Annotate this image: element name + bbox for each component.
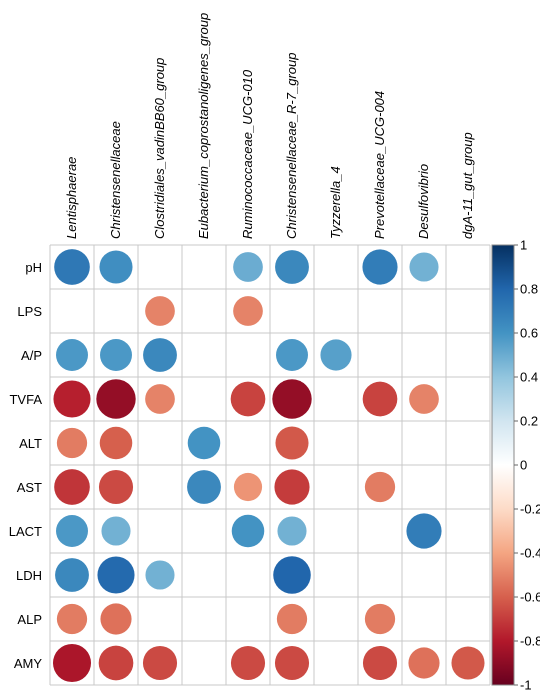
correlation-circle	[233, 296, 263, 326]
colorbar-tick-label: 0.8	[520, 282, 538, 297]
correlation-circle	[362, 249, 398, 285]
correlation-circle	[364, 471, 396, 503]
correlation-circle	[145, 296, 175, 326]
correlation-circle	[362, 381, 398, 417]
colorbar-tick-label: -0.4	[520, 546, 540, 561]
circles	[52, 249, 485, 683]
correlation-circle	[98, 645, 134, 681]
column-label: Desulfovibrio	[416, 164, 431, 239]
row-label: AMY	[14, 656, 43, 671]
colorbar-tick-label: 0.2	[520, 414, 538, 429]
correlation-circle	[99, 250, 133, 284]
correlation-circle	[230, 645, 266, 681]
colorbar-tick-label: -1	[520, 678, 532, 691]
correlation-circle	[274, 645, 310, 681]
correlation-circle	[230, 381, 266, 417]
correlation-circle	[96, 379, 136, 419]
correlation-circle	[451, 646, 485, 680]
row-label: LDH	[16, 568, 42, 583]
grid	[49, 244, 491, 686]
row-label: TVFA	[9, 392, 42, 407]
colorbar-tick-label: -0.2	[520, 502, 540, 517]
correlation-circle	[143, 338, 177, 372]
correlation-circle	[101, 516, 131, 546]
column-label: Tyzzerella_4	[328, 166, 343, 239]
correlation-circle	[97, 556, 135, 594]
colorbar-tick-label: 0.4	[520, 370, 538, 385]
column-label: Christensenellaceae_R-7_group	[284, 53, 299, 239]
correlation-circle	[272, 379, 312, 419]
correlation-circle	[231, 514, 265, 548]
column-label: dgA-11_gut_group	[460, 132, 475, 239]
correlation-circle	[54, 249, 90, 285]
column-label: Eubacterium_coprostanoligenes_group	[196, 13, 211, 239]
colorbar-tick-label: 1	[520, 238, 527, 253]
correlation-circle	[187, 426, 221, 460]
correlation-circle	[273, 556, 311, 594]
row-label: pH	[25, 260, 42, 275]
column-label: Prevotellaceae_UCG-004	[372, 91, 387, 239]
correlation-circle	[53, 380, 91, 418]
column-label: Lentisphaerae	[64, 157, 79, 239]
colorbar-tick-label: 0.6	[520, 326, 538, 341]
row-label: LPS	[17, 304, 42, 319]
correlation-circle	[56, 515, 88, 547]
column-label: Ruminococcaceae_UCG-010	[240, 69, 255, 239]
correlation-circle	[233, 252, 263, 282]
row-label: LACT	[9, 524, 42, 539]
correlation-circle	[277, 516, 307, 546]
colorbar-tick-label: -0.6	[520, 590, 540, 605]
correlation-circle	[409, 252, 439, 282]
row-label: AST	[17, 480, 42, 495]
correlation-circle	[56, 427, 88, 459]
correlation-circle	[56, 339, 88, 371]
correlation-circle	[409, 384, 439, 414]
correlation-circle	[52, 643, 92, 683]
row-label: ALT	[19, 436, 42, 451]
row-label: ALP	[17, 612, 42, 627]
correlation-circle	[100, 603, 132, 635]
correlation-circle	[100, 339, 132, 371]
correlation-circle	[56, 603, 88, 635]
correlation-circle	[320, 339, 352, 371]
correlation-circle	[274, 469, 310, 505]
correlation-circle	[98, 469, 134, 505]
correlation-circle	[233, 472, 263, 502]
colorbar: -1 -0.8 -0.6 -0.4 -0.2 0 0.2 0.4 0.6 0.8 1	[491, 238, 540, 691]
colorbar-tick-label: -0.8	[520, 634, 540, 649]
correlation-circle	[364, 603, 396, 635]
row-label: A/P	[21, 348, 42, 363]
correlation-circle	[276, 339, 308, 371]
correlation-circle	[54, 469, 90, 505]
correlation-circle	[406, 513, 442, 549]
colorbar-gradient	[491, 244, 515, 686]
column-label: Clostridiales_vadinBB60_group	[152, 58, 167, 239]
correlation-circle	[275, 250, 309, 284]
correlation-circle	[275, 426, 309, 460]
correlation-circle	[276, 603, 308, 635]
correlation-circle	[142, 645, 178, 681]
colorbar-tick-label: 0	[520, 458, 527, 473]
column-labels: Lentisphaerae Christensenellaceae Clostrid…	[64, 13, 475, 239]
correlation-circle	[187, 470, 221, 504]
correlation-circle	[99, 426, 133, 460]
correlation-circle	[145, 560, 175, 590]
row-labels: pH LPS A/P TVFA ALT AST LACT LDH ALP AMY	[9, 260, 43, 671]
correlation-circle	[362, 645, 398, 681]
correlation-circle	[55, 558, 89, 592]
correlation-circle	[145, 384, 175, 414]
column-label: Christensenellaceae	[108, 121, 123, 239]
correlation-circle	[408, 647, 440, 679]
